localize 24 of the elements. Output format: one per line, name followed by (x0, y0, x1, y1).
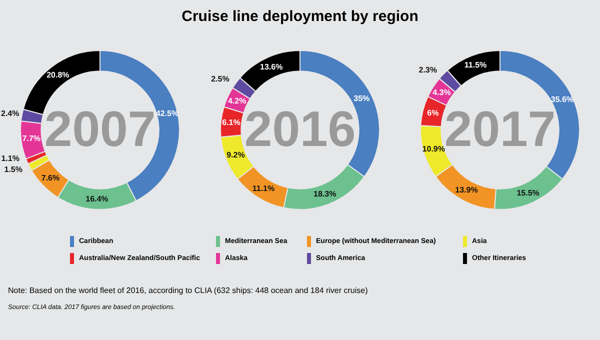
data-label: 15.5% (516, 188, 540, 198)
data-label: 7.6% (41, 173, 60, 182)
data-label: 1.5% (4, 165, 22, 174)
data-label: 2.3% (418, 65, 437, 74)
data-label: 11.5% (464, 60, 487, 70)
text: Note: Based on the world fleet of 2016, according to CLIA (632 ships: 448 ocean and 184 river cruise) (8, 286, 369, 295)
chart-title: Cruise line deployment by region (180, 7, 420, 27)
data-label: 1.1% (1, 154, 20, 164)
data-label: 4.2% (228, 96, 246, 106)
data-label: 4.3% (432, 88, 451, 97)
data-label: 2.5% (211, 74, 230, 84)
text: 2007 (44, 100, 156, 157)
data-label: 35% (354, 94, 370, 103)
data-label: 20.8% (46, 70, 70, 80)
data-label: 6.1% (222, 118, 240, 128)
data-label: 13.9% (455, 186, 478, 195)
data-label: 13.6% (260, 62, 283, 72)
data-label: 7.7% (22, 134, 41, 144)
data-label: 2.4% (1, 109, 20, 118)
data-label: 11.1% (252, 184, 275, 193)
data-label: 6% (427, 108, 439, 118)
data-label: 18.3% (314, 190, 336, 199)
data-label: 9.2% (226, 150, 245, 160)
data-label: 16.4% (86, 194, 108, 204)
